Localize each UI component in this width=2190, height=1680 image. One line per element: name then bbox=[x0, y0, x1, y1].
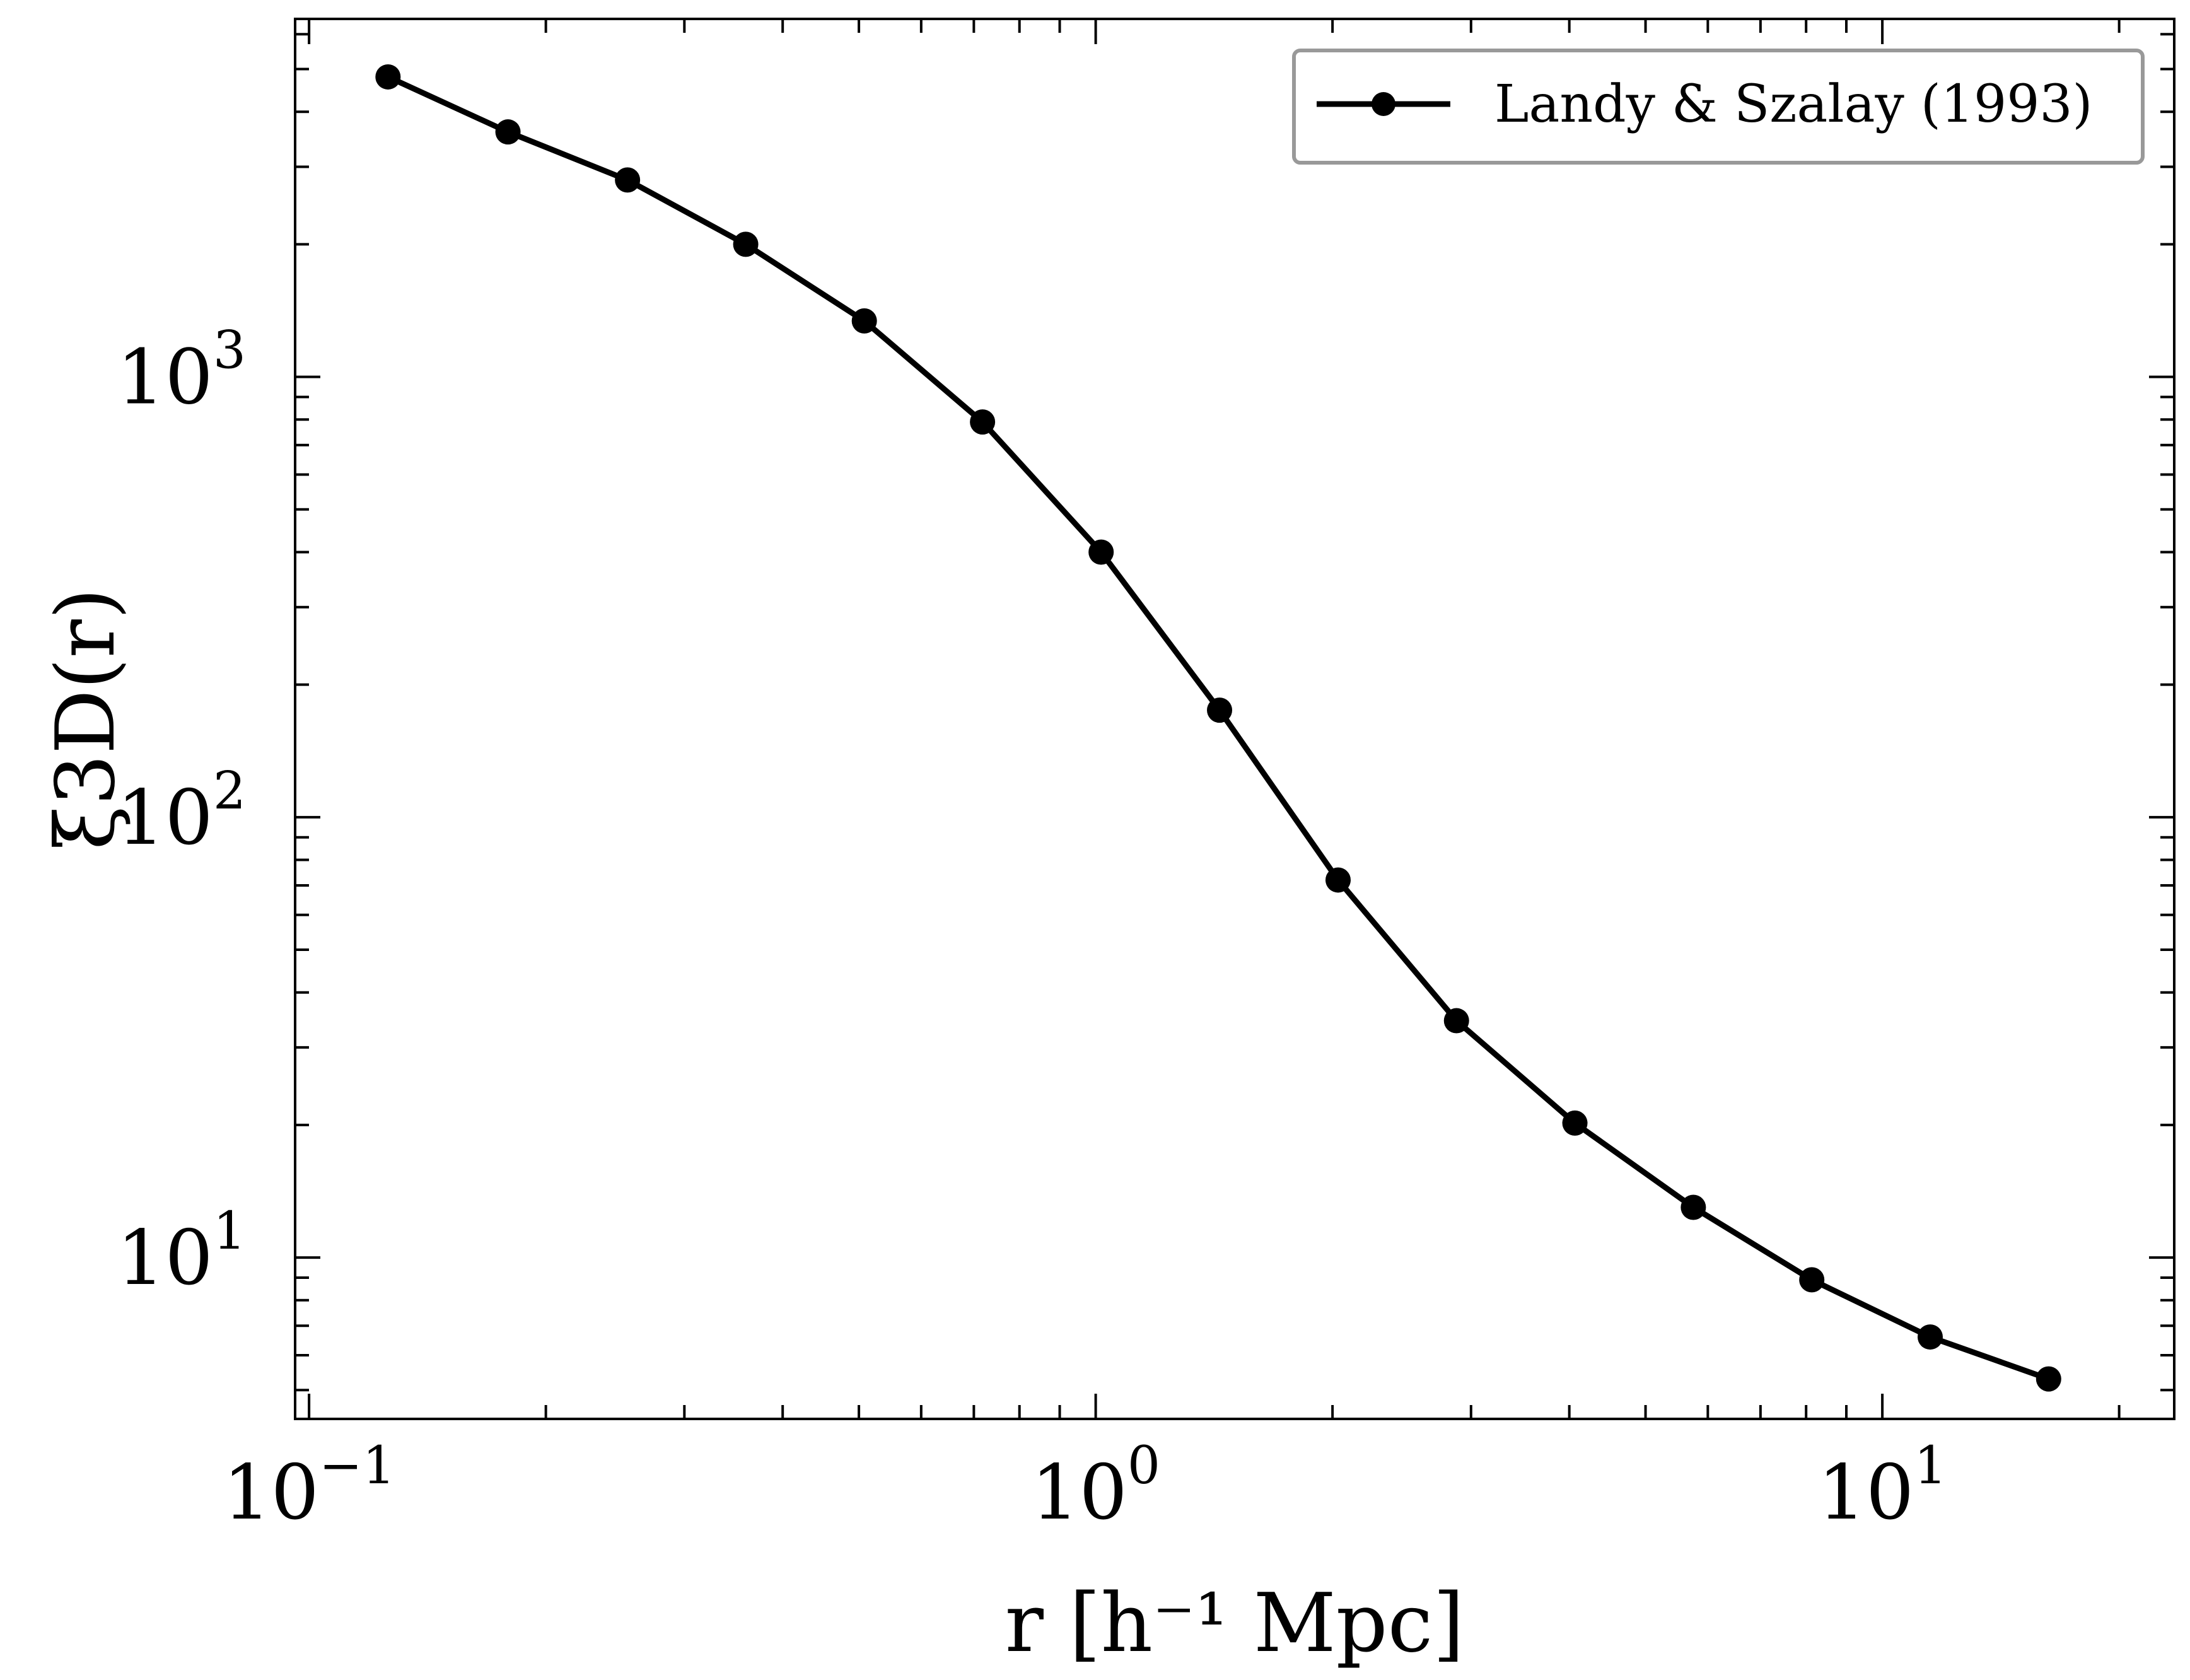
data-point bbox=[1562, 1110, 1588, 1136]
y-tick-label-1: 102 bbox=[117, 761, 246, 862]
data-point bbox=[970, 409, 996, 435]
minor-ticks bbox=[295, 19, 2174, 1419]
data-point bbox=[1088, 539, 1114, 565]
data-point bbox=[495, 119, 521, 145]
data-point bbox=[615, 167, 641, 193]
y-axis-title: ξ3D(r) bbox=[39, 588, 133, 850]
data-point bbox=[1325, 867, 1351, 893]
legend-label: Landy & Szalay (1993) bbox=[1494, 74, 2093, 134]
x-tick-label-2: 101 bbox=[1818, 1436, 1947, 1537]
y-tick-label-2: 103 bbox=[117, 321, 246, 422]
y-tick-labels: 101 102 103 bbox=[117, 321, 246, 1302]
y-tick-label-0: 101 bbox=[117, 1201, 246, 1302]
data-point bbox=[1207, 697, 1233, 723]
legend: Landy & Szalay (1993) bbox=[1292, 49, 2145, 165]
data-point bbox=[1799, 1267, 1825, 1293]
x-tick-label-1: 100 bbox=[1031, 1436, 1160, 1537]
x-tick-label-0: 10−1 bbox=[223, 1436, 395, 1537]
data-point bbox=[851, 308, 877, 334]
data-point bbox=[1918, 1324, 1943, 1350]
data-point bbox=[1680, 1194, 1706, 1220]
legend-marker-swatch bbox=[1372, 92, 1395, 116]
x-axis-title: r [h⁻¹ Mpc] bbox=[1005, 1577, 1464, 1671]
data-point bbox=[733, 231, 759, 257]
major-ticks bbox=[295, 19, 2174, 1419]
series-points-group bbox=[375, 64, 2061, 1392]
data-point bbox=[375, 64, 401, 90]
legend-box bbox=[1292, 49, 2145, 165]
plot-frame bbox=[294, 18, 2175, 1420]
x-tick-labels: 10−1 100 101 bbox=[223, 1436, 1947, 1537]
data-point bbox=[2036, 1366, 2061, 1392]
data-point bbox=[1443, 1008, 1469, 1034]
